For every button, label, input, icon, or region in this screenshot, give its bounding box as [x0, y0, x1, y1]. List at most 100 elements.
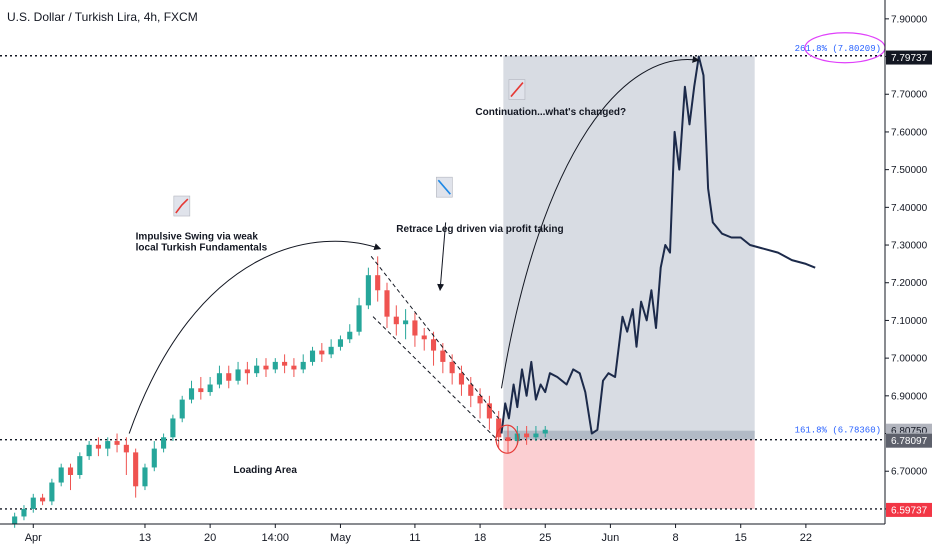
candle-body	[477, 395, 483, 404]
price-tag-label-1: 6.80750	[891, 426, 928, 437]
retrace-arrow	[437, 222, 447, 291]
time-tick-label: 22	[800, 532, 812, 544]
candle-body	[216, 373, 223, 385]
annotation-loading: Loading Area	[233, 465, 297, 476]
candle-body	[486, 403, 492, 419]
candle-body	[524, 433, 530, 438]
time-tick-label: 11	[409, 532, 420, 544]
price-tick-label: 7.70000	[891, 90, 928, 101]
candle-body	[365, 275, 371, 306]
retrace-icon	[436, 176, 453, 198]
continuation-arrow	[500, 55, 700, 389]
time-tick-label: 15	[735, 532, 747, 544]
candle-body	[384, 290, 390, 317]
candle-body	[235, 369, 241, 381]
continuation-icon	[508, 79, 526, 100]
candle-body	[12, 516, 18, 524]
time-tick-label: 18	[474, 532, 486, 544]
time-tick-label: Jun	[602, 532, 620, 544]
projection-line	[500, 55, 816, 435]
retrace-icon-stroke	[437, 179, 451, 195]
annotation-impulsive: local Turkish Fundamentals	[136, 242, 268, 253]
annotation-retrace: Retrace Leg driven via profit taking	[396, 224, 563, 235]
chart-title: U.S. Dollar / Turkish Lira, 4h, FXCM	[7, 10, 198, 24]
drawings-layer	[128, 55, 700, 454]
time-tick-label: 20	[204, 532, 216, 544]
candle-body	[67, 467, 74, 475]
candle-body	[254, 365, 260, 374]
candle-body	[375, 275, 381, 291]
candle-body	[226, 373, 232, 381]
price-tag-label-4: 6.59737	[891, 505, 928, 516]
candle-body	[421, 335, 427, 340]
price-tick-label: 7.40000	[891, 203, 928, 214]
price-tick-label: 7.10000	[891, 316, 928, 327]
candle-body	[328, 346, 334, 355]
candle-body	[300, 361, 306, 370]
target-zone	[503, 55, 755, 434]
candle-body	[49, 482, 55, 502]
candle-body	[30, 497, 36, 509]
candle-body	[337, 339, 344, 347]
price-tick-label: 7.90000	[891, 14, 928, 25]
candle-body	[198, 388, 204, 393]
candle-body	[319, 350, 325, 355]
price-tag-4	[886, 502, 932, 517]
candle-body	[440, 350, 446, 362]
price-tick-label: 7.00000	[891, 354, 928, 365]
candle-body	[468, 384, 474, 396]
time-tick-label: 25	[539, 532, 551, 544]
candle-body	[133, 452, 139, 487]
candle-body	[58, 467, 64, 483]
candle-body	[272, 361, 278, 370]
price-tick-label: 6.70000	[891, 467, 928, 478]
candle-body	[458, 373, 465, 385]
candle-body	[170, 418, 176, 438]
stop-zone	[503, 439, 755, 509]
candle-body	[244, 369, 250, 374]
annotation-impulsive: Impulsive Swing via weak	[136, 231, 259, 242]
candle-body	[40, 497, 46, 502]
continuation-icon-stroke	[510, 82, 524, 98]
zones-layer	[503, 55, 755, 509]
candle-body	[161, 437, 167, 449]
annotation-continuation: Continuation...what's changed?	[475, 107, 626, 118]
time-tick-label: 8	[672, 532, 678, 544]
candle-body	[77, 456, 83, 475]
impulse-icon	[173, 195, 191, 217]
candle-body	[347, 331, 353, 340]
impulse-arrow	[128, 240, 382, 434]
price-tag-0	[886, 50, 932, 65]
price-tick-label: 7.60000	[891, 127, 928, 138]
candle-body	[514, 433, 520, 442]
fib-label-0: 261.8% (7.80209)	[795, 44, 881, 54]
time-tick-label: 14:00	[262, 532, 290, 544]
candle-body	[393, 316, 399, 325]
candle-body	[403, 320, 409, 325]
channel-lower	[372, 316, 500, 442]
fib-label-1: 161.8% (6.78360)	[795, 425, 881, 435]
candle-body	[95, 444, 101, 449]
time-tick-label: Apr	[25, 532, 42, 544]
candle-body	[207, 384, 213, 393]
candle-body	[449, 361, 455, 374]
price-tick-label: 7.50000	[891, 165, 928, 176]
price-axis-bg	[885, 0, 932, 550]
entry-circle	[495, 424, 519, 454]
candle-body	[356, 305, 362, 332]
candle-body	[412, 320, 418, 336]
candle-body	[86, 444, 92, 457]
candle-body	[542, 429, 548, 434]
price-tag-3	[886, 433, 932, 448]
candle-body	[114, 441, 120, 445]
price-tag-label-3: 6.78097	[891, 436, 928, 447]
candle-body	[179, 399, 185, 419]
candle-body	[291, 365, 297, 370]
candle-body	[21, 508, 27, 517]
candle-body	[105, 441, 111, 449]
price-tag-label-0: 7.79737	[891, 53, 928, 64]
projection-layer	[500, 55, 816, 435]
candle-body	[282, 361, 288, 366]
